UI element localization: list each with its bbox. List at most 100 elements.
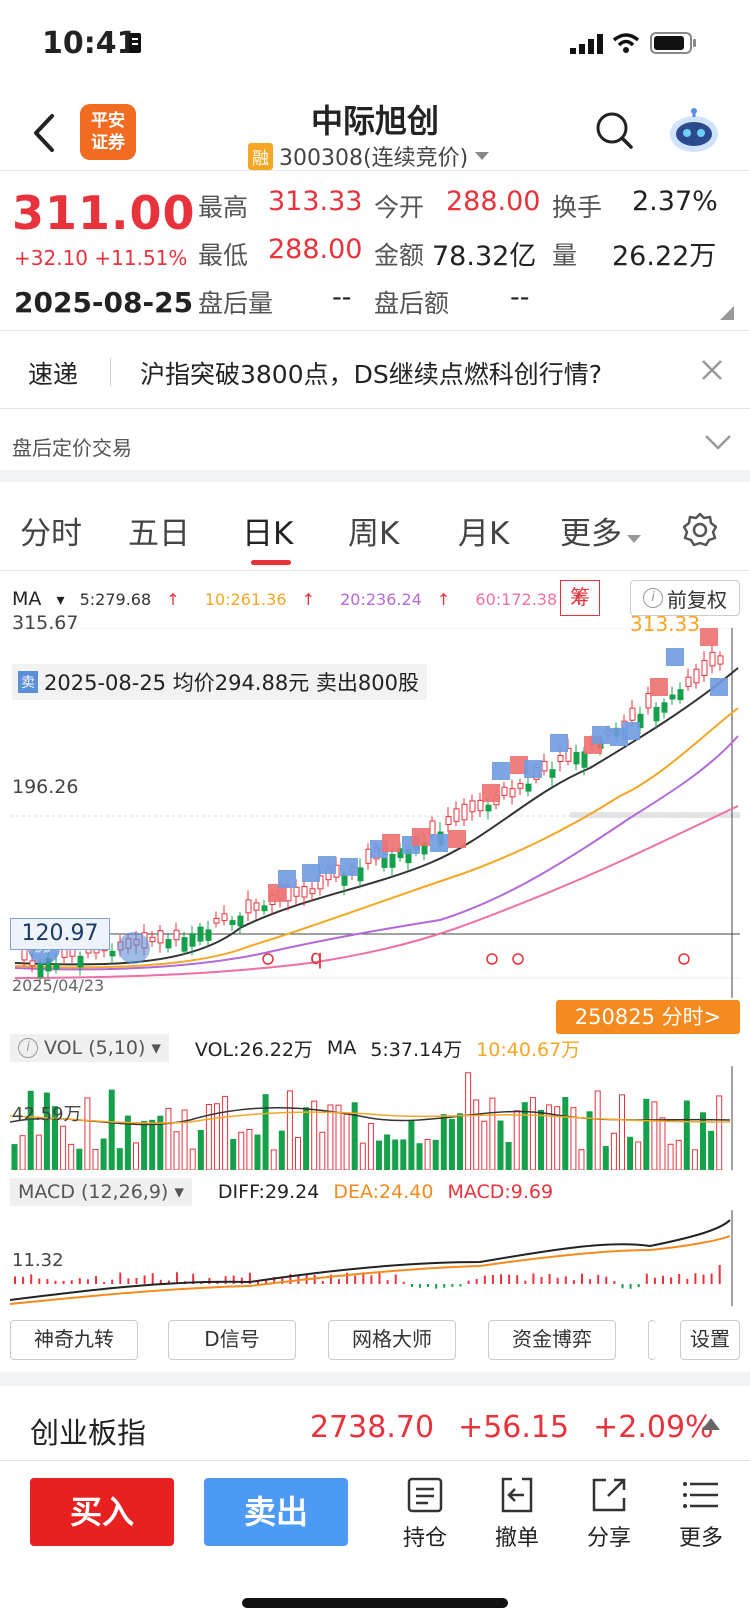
- macd-bar: [329, 1274, 332, 1284]
- more-button[interactable]: 更多: [666, 1476, 736, 1552]
- candle-body: [645, 693, 652, 709]
- volume-bar: [643, 1098, 650, 1170]
- close-icon[interactable]: [700, 358, 724, 382]
- volume-bar: [286, 1090, 293, 1170]
- adjust-mode-label: 前复权: [667, 587, 727, 612]
- gear-icon[interactable]: [682, 512, 718, 548]
- tab-more[interactable]: 更多: [560, 508, 642, 553]
- tab-monthly-k[interactable]: 月K: [458, 516, 510, 552]
- volume-bar: [562, 1097, 569, 1170]
- macd-diff: DIFF:29.24: [217, 1181, 320, 1203]
- tab-weekly-k[interactable]: 周K: [348, 516, 400, 552]
- volume-bar: [157, 1115, 164, 1170]
- event-marker-q: q: [310, 945, 323, 969]
- macd-bar: [265, 1280, 268, 1284]
- candle-body: [157, 930, 164, 944]
- candle-body: [213, 917, 220, 924]
- macd-bar: [386, 1280, 389, 1284]
- search-icon[interactable]: [594, 110, 634, 150]
- intraday-detail-button[interactable]: 250825 分时>: [556, 1000, 740, 1034]
- news-separator: [110, 358, 111, 386]
- candle-body: [165, 939, 172, 949]
- volume-bar: [278, 1130, 285, 1170]
- volume-bar: [448, 1118, 455, 1170]
- index-value: 2738.70: [310, 1410, 435, 1445]
- macd-bar: [176, 1272, 178, 1284]
- tool-d-signal[interactable]: D信号: [168, 1320, 296, 1360]
- sell-marker: [622, 722, 640, 740]
- chip-distribution-button[interactable]: 筹: [560, 580, 600, 616]
- ma60-text: 60:172.38: [475, 590, 558, 609]
- volume-bar: [570, 1107, 577, 1170]
- macd-bar: [46, 1279, 49, 1284]
- macd-bar: [111, 1279, 114, 1284]
- share-button[interactable]: 分享: [574, 1476, 644, 1552]
- tool-settings[interactable]: 设置: [680, 1320, 740, 1360]
- volume-bar: [262, 1094, 269, 1170]
- broker-logo: 平安 证券: [80, 104, 136, 160]
- stock-code-selector[interactable]: 融 300308(连续竞价): [248, 140, 490, 172]
- news-headline[interactable]: 沪指突破3800点，DS继续点燃科创行情?: [140, 360, 603, 389]
- macd-bar: [208, 1277, 211, 1284]
- volume-bar: [270, 1149, 277, 1170]
- ai-assistant-robot-icon[interactable]: [668, 108, 720, 154]
- tab-five-day[interactable]: 五日: [128, 516, 190, 552]
- volume-legend: i VOL (5,10) ▾ VOL:26.22万 MA 5:37.14万 10:…: [10, 1032, 580, 1064]
- chevron-down-icon[interactable]: [704, 432, 732, 452]
- active-tab-indicator: [251, 560, 291, 565]
- macd-bar: [402, 1281, 405, 1284]
- diff-line: [10, 1219, 731, 1301]
- volume-indicator-selector[interactable]: i VOL (5,10) ▾: [10, 1034, 169, 1062]
- candle-body: [501, 786, 508, 796]
- volume-bar: [319, 1131, 326, 1170]
- candle-body: [565, 747, 572, 762]
- cancel-order-button[interactable]: 撤单: [482, 1476, 552, 1552]
- turnover-value: 2.37%: [632, 186, 718, 217]
- sell-tag: 卖: [18, 671, 38, 693]
- tool-capital-game[interactable]: 资金博弈: [488, 1320, 616, 1360]
- after-hours-trading-row[interactable]: 盘后定价交易: [12, 436, 132, 460]
- volume-bar: [205, 1103, 212, 1170]
- sell-marker: [318, 856, 336, 874]
- macd-bar: [289, 1273, 292, 1284]
- candle-body: [253, 902, 260, 911]
- macd-bar: [22, 1276, 25, 1284]
- news-divider: [0, 408, 750, 409]
- index-values: 2738.70 +56.15 +2.09%: [310, 1410, 738, 1445]
- volume-bar: [651, 1101, 658, 1170]
- macd-chart[interactable]: [10, 1210, 740, 1306]
- holdings-button[interactable]: 持仓: [390, 1476, 460, 1552]
- dropdown-triangle-icon: [475, 152, 490, 160]
- tool-grid-master[interactable]: 网格大师: [328, 1320, 456, 1360]
- tab-intraday[interactable]: 分时: [20, 516, 82, 552]
- volume-bar: [173, 1131, 180, 1170]
- adjust-mode-button[interactable]: i 前复权: [630, 580, 740, 616]
- candle-body: [477, 799, 484, 812]
- macd-bar: [718, 1265, 721, 1284]
- macd-bar: [70, 1280, 73, 1284]
- macd-indicator-selector[interactable]: MACD (12,26,9) ▾: [10, 1178, 192, 1206]
- volume-axis-label: 42.59万: [12, 1104, 82, 1125]
- expand-up-icon[interactable]: [702, 1418, 720, 1430]
- wifi-icon: [612, 33, 640, 53]
- index-change: +56.15: [458, 1410, 570, 1445]
- expand-corner-icon[interactable]: [720, 306, 734, 320]
- index-name[interactable]: 创业板指: [30, 1416, 147, 1450]
- volume-bar: [181, 1109, 188, 1170]
- back-chevron-icon[interactable]: [28, 108, 62, 158]
- tab-daily-k[interactable]: 日K: [242, 516, 294, 552]
- margin-tag: 融: [248, 142, 273, 170]
- sell-button[interactable]: 卖出: [204, 1478, 348, 1546]
- volume-chart[interactable]: [10, 1066, 740, 1170]
- macd-bar: [297, 1274, 300, 1284]
- ma-label[interactable]: MA ▾: [12, 588, 65, 610]
- volume-bar: [546, 1104, 553, 1170]
- macd-bar: [629, 1284, 632, 1289]
- volume-bar: [594, 1090, 601, 1170]
- tool-partial[interactable]: [648, 1320, 656, 1360]
- id-card-icon: [129, 33, 141, 53]
- macd-bar: [38, 1278, 41, 1284]
- macd-bar: [257, 1280, 259, 1284]
- tool-magic-nine[interactable]: 神奇九转: [10, 1320, 138, 1360]
- buy-button[interactable]: 买入: [30, 1478, 174, 1546]
